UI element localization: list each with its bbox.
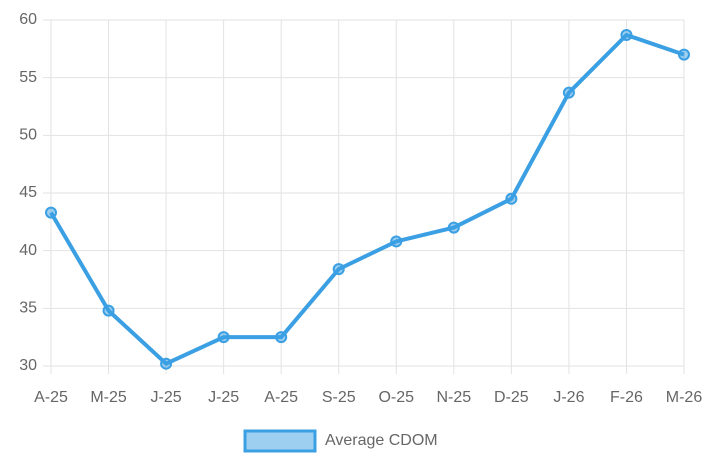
legend-label: Average CDOM xyxy=(325,432,438,449)
legend-swatch xyxy=(243,429,317,453)
data-point xyxy=(390,235,403,248)
y-tick-label: 45 xyxy=(19,184,37,201)
data-point xyxy=(620,28,633,41)
data-point xyxy=(217,331,230,344)
x-tick-label: M-25 xyxy=(90,389,127,406)
y-tick-label: 55 xyxy=(19,69,37,86)
x-tick-label: M-26 xyxy=(666,389,703,406)
data-point xyxy=(505,192,518,205)
data-point xyxy=(447,221,460,234)
x-tick-label: F-26 xyxy=(610,389,643,406)
x-tick-label: J-25 xyxy=(151,389,182,406)
y-tick-label: 60 xyxy=(19,11,37,28)
data-point xyxy=(160,357,173,370)
data-point xyxy=(275,331,288,344)
x-tick-label: A-25 xyxy=(264,389,298,406)
data-point xyxy=(102,304,115,317)
x-tick-label: J-26 xyxy=(553,389,584,406)
y-tick-label: 40 xyxy=(19,242,37,259)
data-point xyxy=(562,86,575,99)
x-tick-label: J-25 xyxy=(208,389,239,406)
y-tick-label: 50 xyxy=(19,127,37,144)
data-line xyxy=(49,32,685,366)
x-tick-label: N-25 xyxy=(436,389,471,406)
y-tick-label: 35 xyxy=(19,300,37,317)
data-point xyxy=(678,48,690,61)
data-point xyxy=(45,206,57,219)
x-tick-label: A-25 xyxy=(34,389,68,406)
x-tick-label: D-25 xyxy=(494,389,529,406)
data-point xyxy=(332,263,345,276)
y-tick-label: 30 xyxy=(19,357,37,374)
x-tick-label: S-25 xyxy=(322,389,356,406)
x-tick-label: O-25 xyxy=(378,389,414,406)
